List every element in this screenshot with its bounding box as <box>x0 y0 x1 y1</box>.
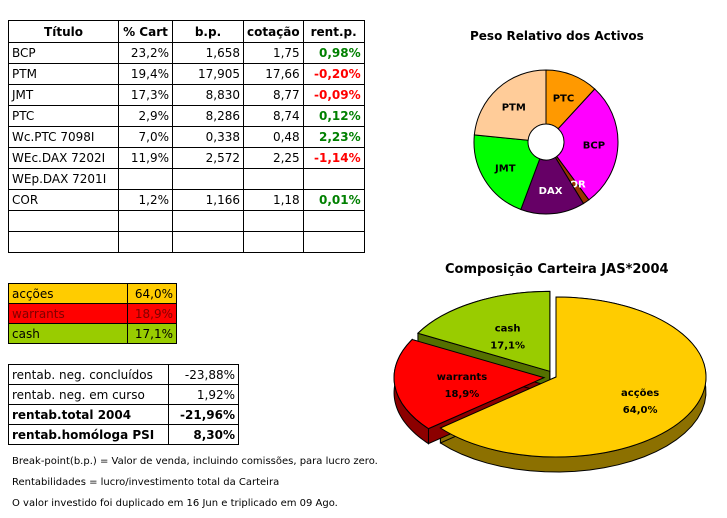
holding-pct: 11,9% <box>118 147 173 169</box>
holding-cotacao: 1,18 <box>243 189 304 211</box>
returns-row: rentab. neg. em curso 1,92% <box>8 384 239 405</box>
note-invested: O valor investido foi duplicado em 16 Ju… <box>12 498 338 509</box>
pie3d-slice-cash <box>417 290 551 372</box>
doughnut-label: PTM <box>502 102 526 113</box>
allocation-row: acções 64,0% <box>8 283 177 304</box>
holding-name: WEp.DAX 7201I <box>8 168 119 190</box>
allocation-value: 18,9% <box>127 303 177 324</box>
doughnut-slice-dax <box>520 156 585 215</box>
holding-rent: -0,20% <box>302 63 365 85</box>
pie3d-value: 18,9% <box>445 389 480 400</box>
pie3d-slice-warrants <box>393 338 546 430</box>
returns-label: rentab.total 2004 <box>8 404 169 425</box>
holding-pct: 17,3% <box>118 84 173 106</box>
doughnut-slice-bcp <box>556 88 619 201</box>
pie2-title: Composição Carteira JAS*2004 <box>445 262 669 277</box>
returns-label: rentab. neg. em curso <box>8 384 169 405</box>
holding-rent: 0,98% <box>302 42 365 64</box>
doughnut-label: COR <box>562 179 586 190</box>
holding-row: JMT 17,3% 8,830 8,77 -0,09% <box>8 84 365 106</box>
holding-bp: 17,905 <box>172 63 244 85</box>
holding-row <box>8 231 365 253</box>
holding-pct: 2,9% <box>118 105 173 127</box>
pie3d-value: 64,0% <box>623 405 658 416</box>
returns-label: rentab.homóloga PSI <box>8 424 169 445</box>
allocation-label: cash <box>8 323 128 344</box>
holding-row: Wc.PTC 7098I 7,0% 0,338 0,48 2,23% <box>8 126 365 148</box>
holding-bp: 8,286 <box>172 105 244 127</box>
doughnut-slice-jmt <box>473 134 541 211</box>
returns-value: 8,30% <box>168 424 239 445</box>
holding-pct: 7,0% <box>118 126 173 148</box>
returns-table: rentab. neg. concluídos -23,88% rentab. ne… <box>8 364 239 445</box>
holding-row: COR 1,2% 1,166 1,18 0,01% <box>8 189 365 211</box>
holding-bp: 8,830 <box>172 84 244 106</box>
holding-rent: 2,23% <box>302 126 365 148</box>
allocation-table: acções 64,0% warrants 18,9% cash 17,1% <box>8 283 177 344</box>
allocation-value: 17,1% <box>127 323 177 344</box>
pie3d-label: acções <box>621 388 659 399</box>
pie3d-value: 17,1% <box>490 341 525 352</box>
holding-row: PTC 2,9% 8,286 8,74 0,12% <box>8 105 365 127</box>
holdings-header-row: Título % Cart b.p. cotação rent.p. <box>8 20 365 43</box>
holding-bp <box>172 231 244 253</box>
holding-name: COR <box>8 189 119 211</box>
header-rent: rent.p. <box>302 20 365 43</box>
note-break-point: Break-point(b.p.) = Valor de venda, incl… <box>12 456 378 467</box>
pie3d-label: cash <box>495 324 521 335</box>
holding-bp: 2,572 <box>172 147 244 169</box>
pie3d-slice-acções <box>439 296 707 458</box>
doughnut-slice-ptm <box>473 69 547 141</box>
returns-row: rentab.homóloga PSI 8,30% <box>8 424 239 445</box>
holding-rent: -1,14% <box>302 147 365 169</box>
holding-rent: -0,09% <box>302 84 365 106</box>
pie1-title: Peso Relativo dos Activos <box>470 29 644 43</box>
doughnut-label: BCP <box>583 141 605 152</box>
holding-rent <box>302 231 365 253</box>
returns-value: -23,88% <box>168 364 239 385</box>
doughnut-label: JMT <box>494 163 516 174</box>
holdings-table: Título % Cart b.p. cotação rent.p. BCP 23… <box>8 20 365 253</box>
returns-value: 1,92% <box>168 384 239 405</box>
holding-rent: 0,12% <box>302 105 365 127</box>
note-rentabilidades: Rentabilidades = lucro/investimento tota… <box>12 477 280 488</box>
holding-name: JMT <box>8 84 119 106</box>
doughnut-label: PTC <box>553 93 575 104</box>
holding-row: PTM 19,4% 17,905 17,66 -0,20% <box>8 63 365 85</box>
allocation-row: cash 17,1% <box>8 323 177 344</box>
pie3d-label: warrants <box>437 372 487 383</box>
doughnut-label: DAX <box>539 186 563 197</box>
returns-row: rentab.total 2004 -21,96% <box>8 404 239 425</box>
